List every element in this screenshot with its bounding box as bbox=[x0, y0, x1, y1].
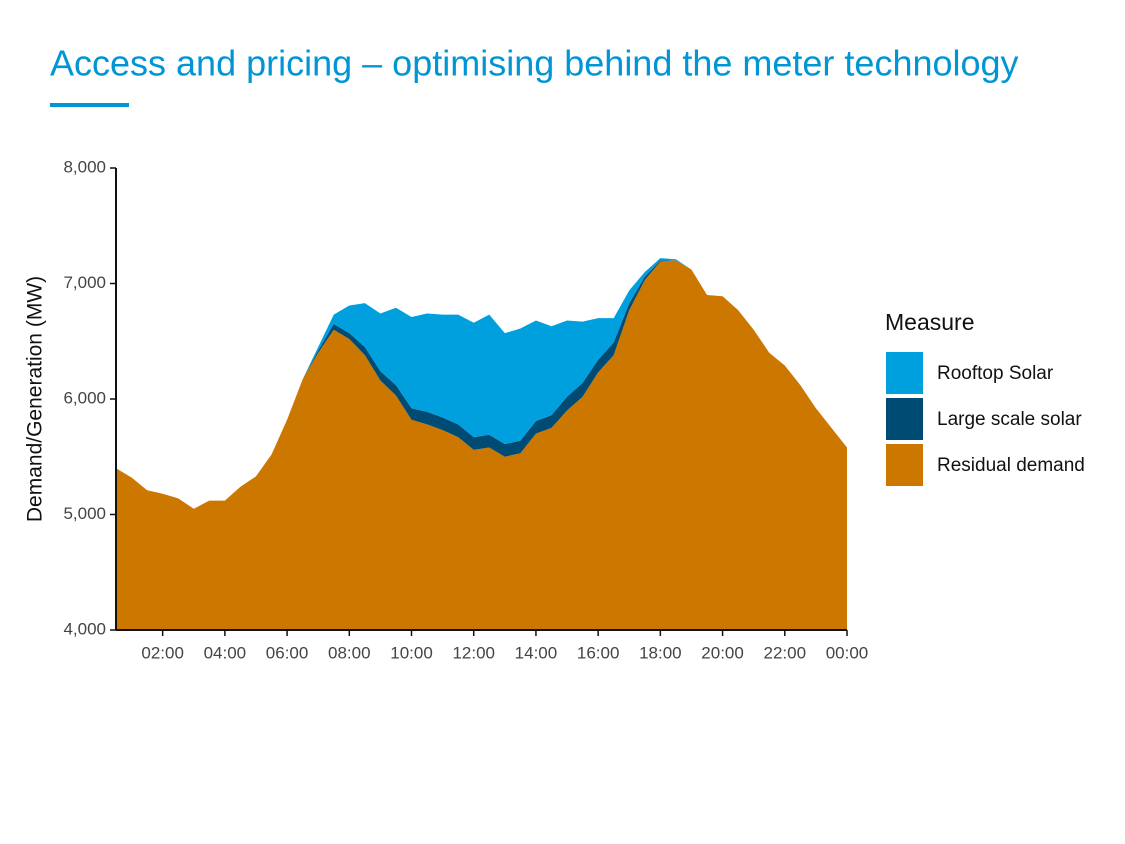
title-underline bbox=[50, 103, 129, 107]
x-tick-label: 08:00 bbox=[328, 643, 371, 662]
legend-title: Measure bbox=[885, 309, 974, 335]
x-tick-label: 00:00 bbox=[826, 643, 869, 662]
legend-label: Residual demand bbox=[937, 455, 1085, 476]
x-tick-label: 18:00 bbox=[639, 643, 682, 662]
y-tick-label: 6,000 bbox=[63, 388, 106, 407]
legend-swatch bbox=[886, 398, 923, 440]
legend-swatch bbox=[886, 352, 923, 394]
legend-swatch bbox=[886, 444, 923, 486]
x-tick-label: 06:00 bbox=[266, 643, 309, 662]
x-tick-label: 16:00 bbox=[577, 643, 620, 662]
x-tick-label: 10:00 bbox=[390, 643, 433, 662]
legend-label: Large scale solar bbox=[937, 409, 1082, 430]
area bbox=[116, 258, 847, 509]
y-tick-label: 4,000 bbox=[63, 619, 106, 638]
x-tick-label: 04:00 bbox=[204, 643, 247, 662]
y-tick-label: 7,000 bbox=[63, 273, 106, 292]
x-tick-label: 12:00 bbox=[452, 643, 495, 662]
legend-label: Rooftop Solar bbox=[937, 363, 1054, 384]
y-axis-label: Demand/Generation (MW) bbox=[24, 276, 47, 522]
y-tick-label: 8,000 bbox=[63, 157, 106, 176]
x-tick-label: 02:00 bbox=[141, 643, 184, 662]
x-tick-label: 14:00 bbox=[515, 643, 558, 662]
x-tick-label: 20:00 bbox=[701, 643, 744, 662]
chart-title: Access and pricing – optimising behind t… bbox=[50, 43, 1019, 84]
y-tick-label: 5,000 bbox=[63, 504, 106, 523]
x-tick-label: 22:00 bbox=[764, 643, 807, 662]
area bbox=[116, 260, 847, 630]
